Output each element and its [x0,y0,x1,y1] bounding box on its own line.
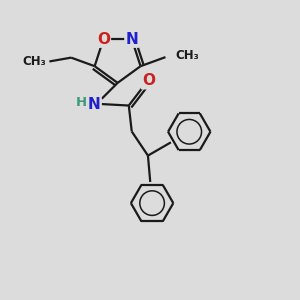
Text: CH₃: CH₃ [23,55,46,68]
Text: N: N [125,32,138,47]
Text: O: O [142,73,155,88]
Text: O: O [97,32,110,47]
Text: N: N [88,97,100,112]
Text: CH₃: CH₃ [176,49,200,62]
Text: H: H [76,96,87,109]
